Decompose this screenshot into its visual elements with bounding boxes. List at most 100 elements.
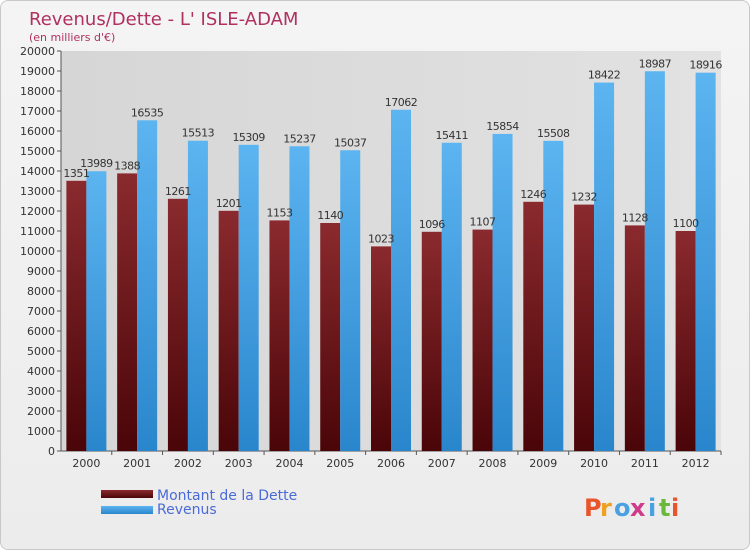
logo-letter: i	[671, 494, 679, 522]
data-label-revenus: 18987	[639, 57, 672, 70]
data-label-revenus: 16535	[131, 106, 164, 119]
logo-letter: x	[630, 494, 646, 522]
bars-group	[66, 71, 716, 452]
logo-letter: t	[659, 494, 670, 522]
data-label-debt: 1261	[165, 185, 191, 198]
bar-revenus	[492, 133, 513, 452]
data-label-debt: 1351	[63, 167, 89, 180]
x-tick-label: 2000	[72, 457, 100, 470]
data-label-revenus: 15411	[436, 129, 469, 142]
bar-debt	[117, 173, 138, 451]
logo-letter: r	[600, 494, 612, 522]
y-tick-label: 15000	[20, 145, 55, 158]
y-tick-label: 18000	[20, 85, 55, 98]
data-label-revenus: 13989	[80, 157, 113, 170]
y-tick-label: 20000	[20, 45, 55, 58]
legend-swatch-revenus	[101, 506, 153, 514]
data-label-debt: 1153	[266, 206, 292, 219]
x-tick-label: 2011	[631, 457, 659, 470]
x-tick-label: 2007	[428, 457, 456, 470]
bar-debt	[574, 204, 595, 451]
data-label-debt: 1201	[216, 197, 242, 210]
data-label-revenus: 15854	[486, 120, 519, 133]
y-tick-label: 11000	[20, 225, 55, 238]
data-label-revenus: 15309	[232, 131, 265, 144]
x-tick-label: 2004	[275, 457, 303, 470]
bar-revenus	[289, 146, 310, 451]
y-tick-label: 16000	[20, 125, 55, 138]
bar-debt	[624, 225, 645, 451]
bar-revenus	[187, 140, 208, 452]
bar-debt	[523, 201, 544, 451]
y-tick-label: 19000	[20, 65, 55, 78]
y-tick-label: 1000	[27, 425, 55, 438]
legend-label-revenus: Revenus	[157, 502, 217, 518]
bar-revenus	[86, 171, 107, 451]
y-tick-label: 6000	[27, 325, 55, 338]
data-label-debt: 1107	[470, 216, 496, 229]
y-tick-label: 5000	[27, 345, 55, 358]
bar-revenus	[340, 150, 361, 451]
bar-debt	[675, 231, 696, 451]
data-label-revenus: 15237	[283, 132, 316, 145]
bar-debt	[66, 180, 87, 452]
data-label-debt: 1023	[368, 232, 394, 245]
x-tick-label: 2001	[123, 457, 151, 470]
chart-title: Revenus/Dette - L' ISLE-ADAM	[29, 9, 298, 30]
bar-debt	[472, 229, 493, 451]
chart-subtitle: (en milliers d'€)	[29, 31, 115, 44]
x-tick-label: 2005	[326, 457, 354, 470]
y-tick-label: 8000	[27, 285, 55, 298]
x-tick-label: 2002	[174, 457, 202, 470]
data-label-revenus: 15513	[182, 127, 215, 140]
logo-letter: i	[648, 494, 656, 522]
x-tick-label: 2003	[225, 457, 253, 470]
legend-label-debt: Montant de la Dette	[157, 488, 297, 504]
y-tick-label: 10000	[20, 245, 55, 258]
data-label-revenus: 15508	[537, 127, 570, 140]
bar-debt	[320, 223, 341, 451]
proxiti-logo: Pr o x i t i	[584, 494, 679, 522]
data-label-debt: 1388	[114, 159, 140, 172]
data-label-debt: 1246	[520, 188, 546, 201]
bar-revenus	[441, 142, 462, 451]
legend: Montant de la Dette Revenus	[101, 488, 297, 518]
bar-revenus	[391, 109, 411, 451]
data-label-debt: 1232	[571, 191, 597, 204]
bar-revenus	[695, 72, 716, 452]
bar-revenus	[543, 140, 564, 451]
y-tick-label: 4000	[27, 365, 55, 378]
y-tick-label: 2000	[27, 405, 55, 418]
bar-revenus	[137, 120, 158, 452]
logo-letter: P	[584, 494, 602, 522]
y-tick-label: 13000	[20, 185, 55, 198]
data-label-revenus: 18916	[689, 59, 722, 72]
bar-debt	[167, 198, 188, 451]
y-tick-label: 3000	[27, 385, 55, 398]
bar-revenus	[238, 144, 259, 451]
bar-debt	[371, 246, 391, 451]
data-label-debt: 1128	[622, 211, 648, 224]
legend-swatch-debt	[101, 490, 153, 498]
x-tick-label: 2008	[479, 457, 507, 470]
data-label-debt: 1140	[317, 209, 343, 222]
data-label-revenus: 15037	[334, 136, 367, 149]
y-tick-label: 17000	[20, 105, 55, 118]
bar-revenus	[594, 82, 615, 451]
y-tick-label: 9000	[27, 265, 55, 278]
y-tick-label: 12000	[20, 205, 55, 218]
x-tick-label: 2012	[682, 457, 710, 470]
data-label-revenus: 17062	[385, 96, 418, 109]
data-label-revenus: 18422	[588, 69, 621, 82]
bar-debt	[269, 220, 290, 451]
y-tick-label: 7000	[27, 305, 55, 318]
y-tick-label: 0	[48, 445, 55, 458]
x-tick-label: 2009	[529, 457, 557, 470]
x-tick-label: 2010	[580, 457, 608, 470]
x-tick-label: 2006	[377, 457, 405, 470]
data-label-debt: 1100	[673, 217, 699, 230]
bar-debt	[218, 210, 239, 451]
